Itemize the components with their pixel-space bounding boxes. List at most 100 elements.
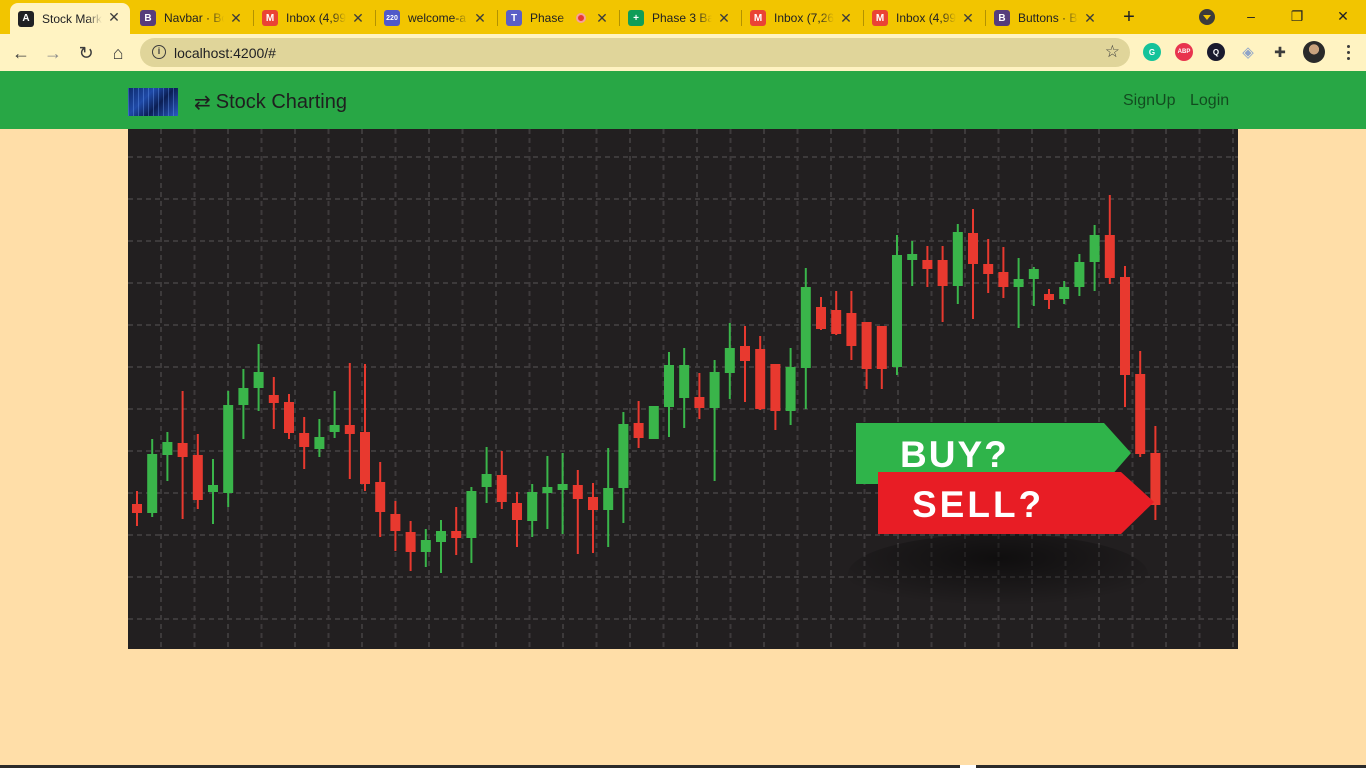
puzzle-icon[interactable]: ✚ [1274, 43, 1286, 60]
login-link[interactable]: Login [1190, 92, 1230, 109]
candle-body [876, 326, 887, 369]
tab-title: Inbox (4,99 [286, 11, 346, 25]
shield-ext-icon[interactable]: ◈ [1242, 44, 1254, 61]
adblock-icon[interactable]: ABP [1175, 43, 1193, 61]
site-info-icon[interactable]: i [152, 45, 166, 59]
tab-close-icon[interactable]: ✕ [962, 10, 974, 26]
signup-link[interactable]: SignUp [1123, 92, 1176, 109]
candle-body [147, 454, 158, 513]
browser-tab[interactable]: B Buttons · B ✕ [986, 4, 1106, 32]
extension-q-icon[interactable]: Q [1207, 43, 1225, 61]
candle-body [724, 348, 735, 373]
tab-title: Inbox (7,26 [774, 11, 834, 25]
tab-close-icon[interactable]: ✕ [596, 10, 608, 26]
candle-body [937, 260, 948, 286]
tab-title: Navbar · Bo [164, 11, 224, 25]
candle-body [496, 475, 507, 502]
swap-arrows-icon: ⇄ [194, 92, 211, 114]
tab-title: Phase 3 Ba [652, 11, 712, 25]
browser-tab[interactable]: M Inbox (4,99 ✕ [254, 4, 374, 32]
candle-body [648, 406, 659, 439]
new-tab-button[interactable]: + [1123, 6, 1135, 28]
candle-body [922, 260, 933, 269]
candle-body [831, 310, 842, 334]
sheets-icon: + [628, 10, 644, 26]
candle-body [679, 365, 690, 398]
sell-banner: SELL? [878, 472, 1154, 534]
candle-body [709, 372, 720, 408]
bookmark-star-icon[interactable]: ☆ [1104, 42, 1120, 61]
tab-close-icon[interactable]: ✕ [230, 10, 242, 26]
tab-separator [863, 10, 864, 26]
restore-button[interactable]: ❐ [1290, 7, 1304, 24]
browser-tab[interactable]: A Stock Mark ✕ [10, 3, 130, 34]
candle-body [192, 455, 203, 500]
minimize-button[interactable]: – [1247, 8, 1255, 24]
sell-text: SELL? [912, 484, 1044, 525]
candlestick-illustration: BUY? SELL? [128, 129, 1238, 649]
browser-toolbar: ← → ↻ ⌂ i localhost:4200/# ☆ [0, 34, 1366, 71]
tab-title: Inbox (4,99 [896, 11, 956, 25]
tab-close-icon[interactable]: ✕ [1084, 10, 1096, 26]
candle-body [770, 364, 781, 411]
tab-separator [497, 10, 498, 26]
candle-body [968, 233, 978, 264]
candle-body [983, 264, 994, 274]
candle-body [238, 388, 249, 405]
candle-body [800, 287, 811, 368]
candle-body [1028, 269, 1039, 279]
back-button[interactable]: ← [12, 42, 30, 63]
candle-body [1150, 453, 1161, 505]
home-button[interactable]: ⌂ [112, 42, 124, 63]
tab-separator [253, 10, 254, 26]
hero-stock-chart-image: BUY? SELL? [128, 129, 1238, 649]
close-window-button[interactable]: ✕ [1337, 7, 1349, 24]
candle-body [284, 402, 294, 433]
bootstrap-icon: B [994, 10, 1010, 26]
candle-body [527, 492, 538, 521]
tab-close-icon[interactable]: ✕ [474, 10, 486, 26]
tab-close-icon[interactable]: ✕ [718, 10, 730, 26]
navbar-brand[interactable]: ⇄ Stock Charting [194, 90, 347, 115]
candle-body [952, 232, 963, 286]
candle-body [1059, 287, 1070, 299]
grammarly-icon[interactable]: G [1143, 43, 1161, 61]
profile-avatar-icon[interactable] [1303, 41, 1325, 63]
brand-logo-image[interactable] [128, 88, 178, 116]
address-url[interactable]: localhost:4200/# [174, 45, 276, 61]
tab-close-icon[interactable]: ✕ [352, 10, 364, 26]
tab-close-icon[interactable]: ✕ [108, 9, 120, 25]
candle-body [694, 397, 705, 408]
reload-button[interactable]: ↻ [78, 42, 94, 63]
browser-tab[interactable]: B Navbar · Bo ✕ [132, 4, 252, 32]
candle-body [618, 424, 629, 488]
tab-close-icon[interactable]: ✕ [840, 10, 852, 26]
candle-body [314, 437, 325, 449]
candle-body [572, 485, 583, 499]
address-bar[interactable]: i localhost:4200/# ☆ [140, 38, 1130, 67]
browser-menu-button[interactable] [1340, 40, 1356, 64]
candle-body [740, 346, 750, 361]
candle-body [1135, 374, 1146, 454]
forward-button[interactable]: → [44, 42, 62, 63]
browser-tab[interactable]: + Phase 3 Ba ✕ [620, 4, 740, 32]
browser-tab[interactable]: M Inbox (4,99 ✕ [864, 4, 984, 32]
candle-body [177, 443, 188, 457]
candle-body [329, 425, 340, 432]
candle-body [390, 514, 401, 531]
candle-body [861, 322, 872, 369]
browser-tab[interactable]: M Inbox (7,26 ✕ [742, 4, 862, 32]
tab-title: Buttons · B [1018, 11, 1078, 25]
candles-group [132, 195, 1161, 573]
candle-body [1044, 294, 1054, 300]
tab-separator [741, 10, 742, 26]
candle-body [360, 432, 370, 484]
browser-tab[interactable]: 220 welcome-a ✕ [376, 4, 496, 32]
tab-title: welcome-a [408, 11, 467, 25]
candle-body [344, 425, 355, 434]
tab-search-icon[interactable] [1199, 9, 1215, 25]
candle-body [299, 433, 310, 447]
browser-tab[interactable]: T Phase ✕ [498, 4, 618, 32]
candle-body [816, 307, 826, 329]
candle-body [132, 504, 142, 513]
